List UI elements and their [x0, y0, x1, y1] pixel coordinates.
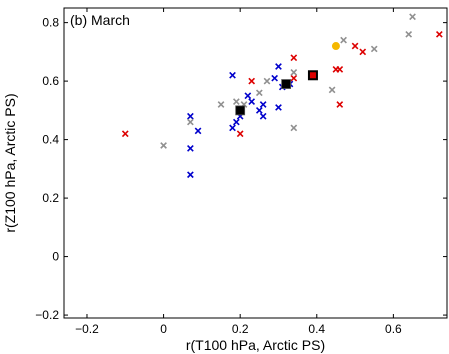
x-marker [217, 101, 225, 108]
x-marker [248, 98, 256, 105]
x-tick-label: 0 [160, 322, 167, 336]
x-marker [409, 13, 416, 21]
x-marker-stroke [121, 130, 129, 138]
x-marker [232, 118, 240, 126]
panel-label: (b) March [70, 12, 130, 28]
x-tick-label: 0.6 [385, 322, 402, 336]
x-marker-stroke [359, 48, 367, 56]
x-marker [259, 101, 267, 108]
square-marker-fill [309, 72, 316, 79]
x-marker [336, 66, 344, 73]
x-marker-stroke [160, 142, 167, 149]
x-axis-label: r(T100 hPa, Arctic PS) [186, 337, 325, 353]
x-marker [187, 145, 194, 152]
x-marker-stroke [187, 145, 194, 152]
x-marker [290, 124, 298, 132]
x-marker-stroke [409, 13, 416, 21]
x-marker-stroke [255, 106, 263, 114]
x-marker [229, 124, 236, 132]
x-marker-stroke [290, 74, 298, 82]
x-marker [263, 77, 271, 85]
x-marker [328, 86, 336, 94]
x-marker-stroke [271, 74, 279, 82]
data-marks [121, 13, 443, 179]
x-marker-stroke [217, 101, 225, 108]
square-marker [235, 105, 246, 116]
x-marker [405, 30, 413, 38]
x-marker-stroke [340, 36, 347, 44]
x-marker [275, 104, 282, 111]
x-marker-stroke [336, 66, 344, 73]
x-marker-stroke [259, 101, 267, 108]
x-marker-stroke [232, 98, 240, 105]
x-marker-stroke [244, 92, 252, 100]
x-marker [259, 112, 267, 120]
plot-frame [63, 7, 448, 319]
x-marker-stroke [255, 89, 263, 97]
x-marker [336, 101, 344, 108]
x-marker [121, 130, 129, 138]
y-tick-label: 0.8 [42, 16, 59, 30]
x-marker-stroke [435, 30, 443, 38]
x-marker-stroke [229, 124, 236, 132]
x-marker [359, 48, 367, 56]
x-marker-stroke [194, 127, 202, 135]
x-marker [435, 30, 443, 38]
x-marker [255, 89, 263, 97]
x-marker [290, 54, 298, 62]
circle-marker [331, 42, 340, 51]
x-marker-stroke [187, 112, 194, 120]
x-marker-stroke [263, 77, 271, 85]
x-marker [340, 36, 347, 44]
x-marker [248, 77, 256, 85]
x-marker-stroke [328, 86, 336, 94]
x-marker [290, 74, 298, 82]
x-marker [229, 71, 236, 79]
x-marker [271, 74, 279, 82]
x-marker [160, 142, 167, 149]
x-tick-label: 0.4 [308, 322, 325, 336]
x-marker-stroke [405, 30, 413, 38]
x-marker [232, 98, 240, 105]
x-marker-stroke [370, 45, 378, 53]
x-marker-stroke [229, 71, 236, 79]
x-marker-stroke [290, 68, 298, 76]
x-marker [187, 112, 194, 120]
y-tick-label: 0.2 [42, 191, 59, 205]
x-marker-stroke [236, 130, 244, 138]
x-marker-stroke [275, 63, 282, 70]
x-marker [255, 106, 263, 114]
x-marker-stroke [248, 77, 256, 85]
x-tick-label: −0.2 [75, 322, 99, 336]
x-marker [236, 130, 244, 138]
x-marker [351, 42, 359, 50]
y-axis-label: r(Z100 hPa, Arctic PS) [2, 93, 18, 232]
y-tick-label: 0.4 [42, 133, 59, 147]
square-marker [281, 79, 292, 89]
x-marker [275, 63, 282, 70]
x-marker-stroke [259, 112, 267, 120]
x-marker-stroke [187, 118, 194, 126]
x-marker-stroke [351, 42, 359, 50]
x-marker-stroke [248, 98, 256, 105]
y-tick-label: 0 [52, 250, 59, 264]
y-tick-label: 0.6 [42, 74, 59, 88]
x-marker [194, 127, 202, 135]
x-marker [187, 118, 194, 126]
x-marker [244, 92, 252, 100]
x-marker-stroke [275, 104, 282, 111]
x-marker [187, 171, 194, 179]
x-tick-label: 0.2 [232, 322, 249, 336]
x-marker [370, 45, 378, 53]
x-marker-stroke [232, 118, 240, 126]
x-marker-stroke [187, 171, 194, 179]
axes-box: −0.2 0 0.2 0.4 0.6 −0.2 0 0.2 0.4 0.6 0.8 [35, 7, 448, 336]
y-tick-label: −0.2 [35, 308, 59, 322]
x-marker-stroke [290, 54, 298, 62]
x-marker-stroke [290, 124, 298, 132]
x-marker [290, 68, 298, 76]
x-marker-stroke [336, 101, 344, 108]
